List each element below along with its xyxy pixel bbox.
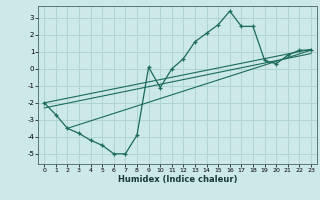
X-axis label: Humidex (Indice chaleur): Humidex (Indice chaleur): [118, 175, 237, 184]
